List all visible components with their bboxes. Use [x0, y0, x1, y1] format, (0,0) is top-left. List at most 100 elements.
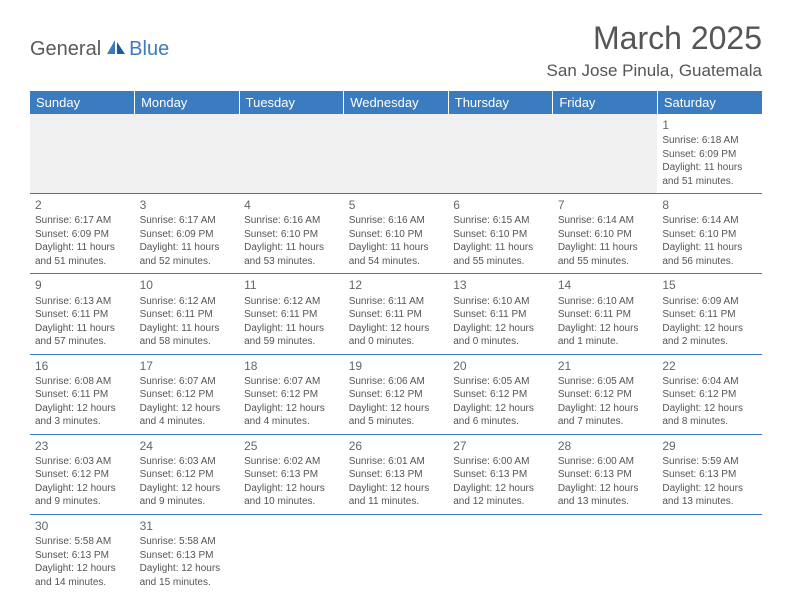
day-info: Sunrise: 6:08 AMSunset: 6:11 PMDaylight:… — [35, 375, 130, 429]
calendar-day-cell — [344, 114, 449, 194]
sail-icon — [105, 38, 127, 61]
calendar-day-cell — [448, 514, 553, 594]
day-number: 24 — [140, 438, 235, 454]
calendar-header-row: SundayMondayTuesdayWednesdayThursdayFrid… — [30, 91, 762, 114]
day-info: Sunrise: 5:58 AMSunset: 6:13 PMDaylight:… — [140, 535, 235, 589]
day-info: Sunrise: 6:05 AMSunset: 6:12 PMDaylight:… — [558, 375, 653, 429]
calendar-table: SundayMondayTuesdayWednesdayThursdayFrid… — [30, 91, 762, 594]
calendar-week-row: 1Sunrise: 6:18 AMSunset: 6:09 PMDaylight… — [30, 114, 762, 194]
calendar-day-cell: 10 Sunrise: 6:12 AMSunset: 6:11 PMDayligh… — [135, 274, 240, 354]
day-info: Sunrise: 5:58 AMSunset: 6:13 PMDaylight:… — [35, 535, 130, 589]
calendar-day-cell: 25Sunrise: 6:02 AMSunset: 6:13 PMDayligh… — [239, 434, 344, 514]
day-info: Sunrise: 6:00 AMSunset: 6:13 PMDaylight:… — [453, 455, 548, 509]
calendar-day-cell: 11 Sunrise: 6:12 AMSunset: 6:11 PMDayligh… — [239, 274, 344, 354]
day-number: 8 — [662, 197, 757, 213]
day-number: 25 — [244, 438, 339, 454]
weekday-header: Wednesday — [344, 91, 449, 114]
calendar-day-cell — [30, 114, 135, 194]
day-number: 13 — [453, 277, 548, 293]
calendar-day-cell: 14 Sunrise: 6:10 AMSunset: 6:11 PMDayligh… — [553, 274, 658, 354]
day-info: Sunrise: 6:12 AMSunset: 6:11 PMDaylight:… — [140, 295, 235, 349]
day-info: Sunrise: 6:14 AMSunset: 6:10 PMDaylight:… — [662, 214, 757, 268]
day-number: 30 — [35, 518, 130, 534]
calendar-day-cell: 12 Sunrise: 6:11 AMSunset: 6:11 PMDayligh… — [344, 274, 449, 354]
calendar-day-cell: 30Sunrise: 5:58 AMSunset: 6:13 PMDayligh… — [30, 514, 135, 594]
day-number: 29 — [662, 438, 757, 454]
calendar-day-cell — [553, 114, 658, 194]
calendar-day-cell: 21Sunrise: 6:05 AMSunset: 6:12 PMDayligh… — [553, 354, 658, 434]
day-number: 6 — [453, 197, 548, 213]
day-number: 27 — [453, 438, 548, 454]
day-number: 14 — [558, 277, 653, 293]
day-number: 12 — [349, 277, 444, 293]
day-info: Sunrise: 6:00 AMSunset: 6:13 PMDaylight:… — [558, 455, 653, 509]
calendar-day-cell: 28Sunrise: 6:00 AMSunset: 6:13 PMDayligh… — [553, 434, 658, 514]
calendar-day-cell: 23Sunrise: 6:03 AMSunset: 6:12 PMDayligh… — [30, 434, 135, 514]
day-number: 15 — [662, 277, 757, 293]
calendar-day-cell — [344, 514, 449, 594]
day-info: Sunrise: 6:04 AMSunset: 6:12 PMDaylight:… — [662, 375, 757, 429]
calendar-day-cell — [239, 514, 344, 594]
calendar-week-row: 30Sunrise: 5:58 AMSunset: 6:13 PMDayligh… — [30, 514, 762, 594]
day-number: 2 — [35, 197, 130, 213]
calendar-day-cell: 8Sunrise: 6:14 AMSunset: 6:10 PMDaylight… — [657, 194, 762, 274]
day-info: Sunrise: 6:16 AMSunset: 6:10 PMDaylight:… — [244, 214, 339, 268]
calendar-day-cell: 20Sunrise: 6:05 AMSunset: 6:12 PMDayligh… — [448, 354, 553, 434]
calendar-day-cell: 16Sunrise: 6:08 AMSunset: 6:11 PMDayligh… — [30, 354, 135, 434]
calendar-day-cell — [657, 514, 762, 594]
day-number: 21 — [558, 358, 653, 374]
calendar-day-cell: 6Sunrise: 6:15 AMSunset: 6:10 PMDaylight… — [448, 194, 553, 274]
logo-text-blue: Blue — [129, 38, 169, 61]
day-number: 20 — [453, 358, 548, 374]
day-info: Sunrise: 6:17 AMSunset: 6:09 PMDaylight:… — [140, 214, 235, 268]
weekday-header: Sunday — [30, 91, 135, 114]
logo-text-general: General — [30, 38, 101, 61]
calendar-day-cell: 24Sunrise: 6:03 AMSunset: 6:12 PMDayligh… — [135, 434, 240, 514]
day-info: Sunrise: 6:03 AMSunset: 6:12 PMDaylight:… — [140, 455, 235, 509]
day-info: Sunrise: 6:16 AMSunset: 6:10 PMDaylight:… — [349, 214, 444, 268]
day-number: 10 — [140, 277, 235, 293]
day-number: 3 — [140, 197, 235, 213]
day-info: Sunrise: 6:11 AMSunset: 6:11 PMDaylight:… — [349, 295, 444, 349]
day-number: 18 — [244, 358, 339, 374]
calendar-day-cell — [448, 114, 553, 194]
location-text: San Jose Pinula, Guatemala — [547, 61, 762, 81]
day-number: 4 — [244, 197, 339, 213]
day-info: Sunrise: 6:01 AMSunset: 6:13 PMDaylight:… — [349, 455, 444, 509]
day-info: Sunrise: 6:12 AMSunset: 6:11 PMDaylight:… — [244, 295, 339, 349]
calendar-day-cell: 26Sunrise: 6:01 AMSunset: 6:13 PMDayligh… — [344, 434, 449, 514]
weekday-header: Thursday — [448, 91, 553, 114]
calendar-day-cell: 29Sunrise: 5:59 AMSunset: 6:13 PMDayligh… — [657, 434, 762, 514]
day-number: 9 — [35, 277, 130, 293]
day-info: Sunrise: 6:10 AMSunset: 6:11 PMDaylight:… — [558, 295, 653, 349]
day-info: Sunrise: 5:59 AMSunset: 6:13 PMDaylight:… — [662, 455, 757, 509]
logo: General Blue — [30, 20, 169, 61]
weekday-header: Monday — [135, 91, 240, 114]
day-number: 11 — [244, 277, 339, 293]
calendar-day-cell: 13Sunrise: 6:10 AMSunset: 6:11 PMDayligh… — [448, 274, 553, 354]
day-info: Sunrise: 6:07 AMSunset: 6:12 PMDaylight:… — [140, 375, 235, 429]
calendar-day-cell: 18Sunrise: 6:07 AMSunset: 6:12 PMDayligh… — [239, 354, 344, 434]
calendar-day-cell: 17Sunrise: 6:07 AMSunset: 6:12 PMDayligh… — [135, 354, 240, 434]
calendar-day-cell: 7Sunrise: 6:14 AMSunset: 6:10 PMDaylight… — [553, 194, 658, 274]
day-number: 28 — [558, 438, 653, 454]
calendar-day-cell: 3Sunrise: 6:17 AMSunset: 6:09 PMDaylight… — [135, 194, 240, 274]
day-info: Sunrise: 6:17 AMSunset: 6:09 PMDaylight:… — [35, 214, 130, 268]
day-info: Sunrise: 6:14 AMSunset: 6:10 PMDaylight:… — [558, 214, 653, 268]
day-number: 19 — [349, 358, 444, 374]
day-info: Sunrise: 6:13 AMSunset: 6:11 PMDaylight:… — [35, 295, 130, 349]
calendar-week-row: 9 Sunrise: 6:13 AMSunset: 6:11 PMDaylight… — [30, 274, 762, 354]
calendar-day-cell — [135, 114, 240, 194]
day-number: 26 — [349, 438, 444, 454]
calendar-day-cell: 31Sunrise: 5:58 AMSunset: 6:13 PMDayligh… — [135, 514, 240, 594]
day-number: 23 — [35, 438, 130, 454]
day-number: 22 — [662, 358, 757, 374]
weekday-header: Tuesday — [239, 91, 344, 114]
calendar-week-row: 23 Sunrise: 6:03 AMSunset: 6:12 PMDayligh… — [30, 434, 762, 514]
day-info: Sunrise: 6:06 AMSunset: 6:12 PMDaylight:… — [349, 375, 444, 429]
day-number: 16 — [35, 358, 130, 374]
calendar-day-cell: 22Sunrise: 6:04 AMSunset: 6:12 PMDayligh… — [657, 354, 762, 434]
calendar-day-cell: 15Sunrise: 6:09 AMSunset: 6:11 PMDayligh… — [657, 274, 762, 354]
day-number: 5 — [349, 197, 444, 213]
title-block: March 2025 San Jose Pinula, Guatemala — [547, 20, 762, 81]
